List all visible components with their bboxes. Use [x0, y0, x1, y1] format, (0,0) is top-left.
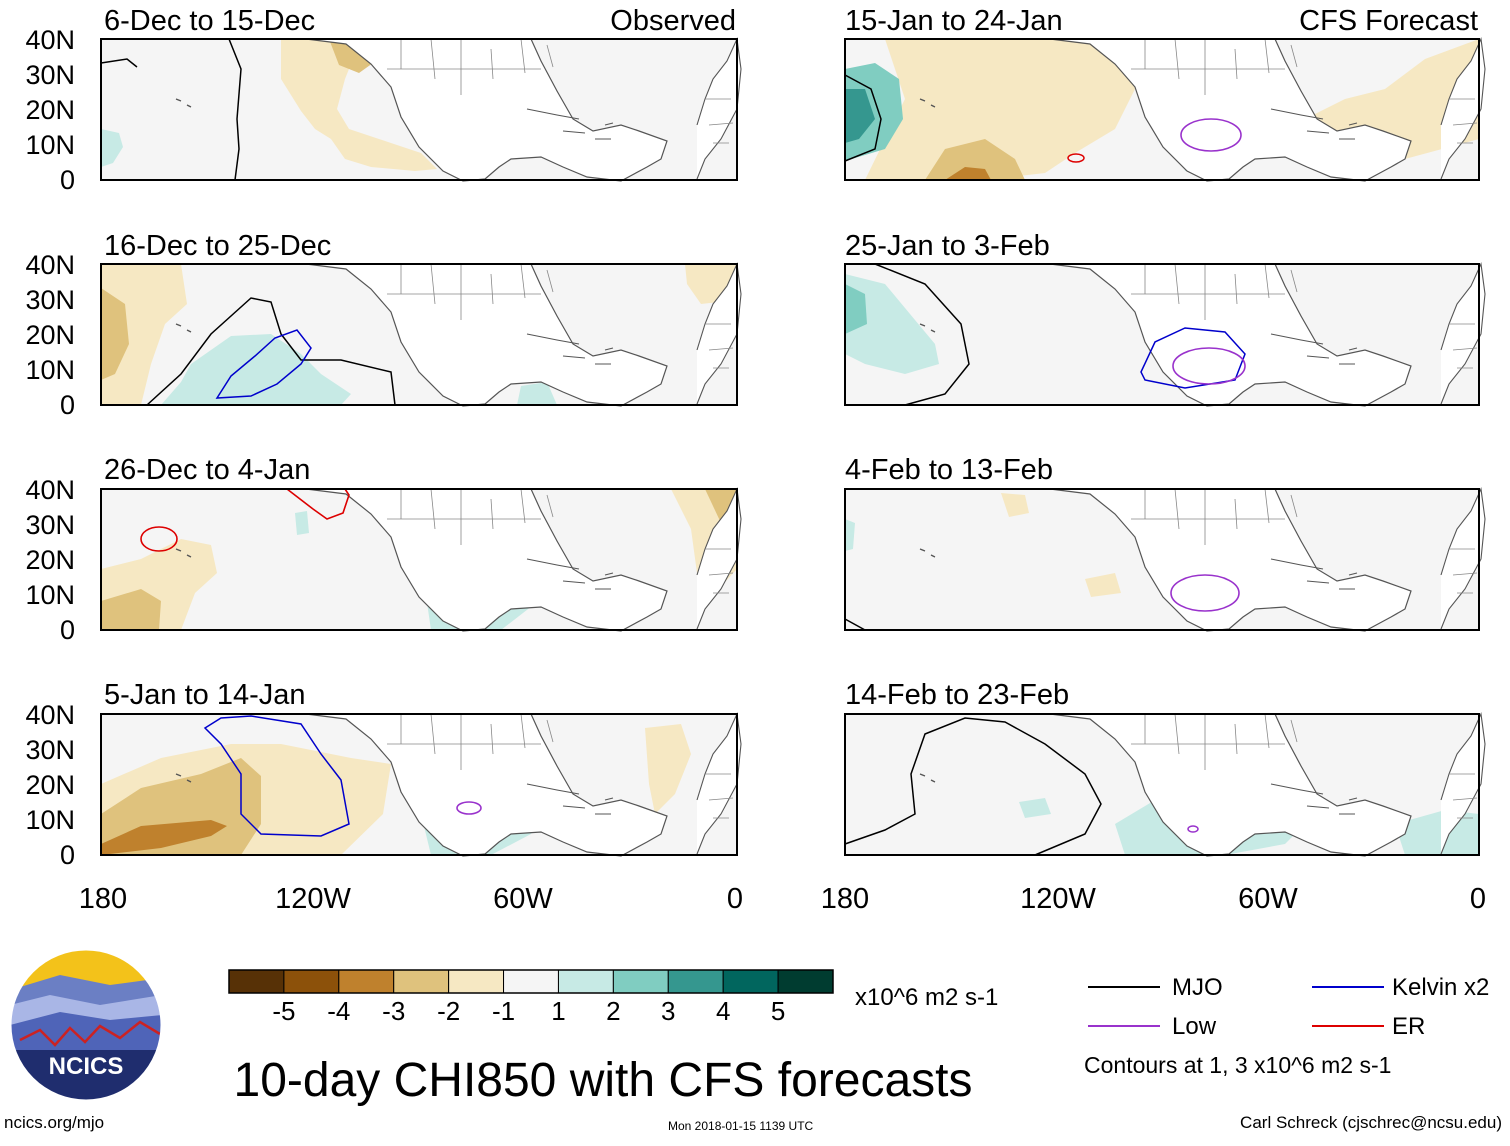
- colorbar-cell: [667, 969, 724, 994]
- colorbar-tick-label: -4: [327, 996, 350, 1026]
- colorbar-tick-label: 1: [551, 996, 565, 1026]
- panel-left-2-period: 16-Dec to 25-Dec: [104, 230, 331, 262]
- legend-label-er: ER: [1392, 1013, 1425, 1040]
- colorbar-cell: [612, 969, 669, 994]
- y-tick-label: 10N: [25, 130, 75, 160]
- colorbar-cell: [503, 969, 559, 994]
- colorbar-tick-label: -2: [437, 996, 460, 1026]
- y-tick-label: 20N: [25, 320, 75, 350]
- x-tick-label: 60W: [493, 883, 553, 915]
- y-tick-label: 40N: [25, 475, 75, 505]
- legend-label-low: Low: [1172, 1013, 1217, 1040]
- colorbar-tick-label: -5: [272, 996, 295, 1026]
- panel-right-1: 15-Jan to 24-Jan CFS Forecast: [844, 5, 1486, 182]
- panel-right-4-period: 14-Feb to 23-Feb: [845, 679, 1069, 711]
- y-tick-label: 0: [60, 615, 75, 645]
- panel-left-3: 26-Dec to 4-Jan: [100, 454, 742, 632]
- y-tick-label: 0: [60, 165, 75, 195]
- panel-left-2: 16-Dec to 25-Dec: [100, 230, 742, 407]
- y-tick-label: 30N: [25, 510, 75, 540]
- x-tick-label: 180: [79, 883, 127, 915]
- y-tick-label: 40N: [25, 700, 75, 730]
- colorbar-cell: [722, 969, 779, 994]
- colorbar-tick-label: -3: [382, 996, 405, 1026]
- legend: MJO Kelvin x2 Low ER Contours at 1, 3 x1…: [1084, 974, 1489, 1078]
- footer-author: Carl Schreck (cjschrec@ncsu.edu): [1240, 1113, 1502, 1132]
- x-tick-label: 0: [1470, 883, 1486, 915]
- y-tick-label: 30N: [25, 60, 75, 90]
- ncics-logo: NCICS: [10, 949, 162, 1101]
- colorbar-units: x10^6 m2 s-1: [855, 984, 998, 1011]
- panel-left-4: 5-Jan to 14-Jan: [100, 679, 742, 857]
- panel-left-1-period: 6-Dec to 15-Dec: [104, 5, 315, 37]
- colorbar-cell: [393, 969, 450, 994]
- observed-label: Observed: [610, 5, 736, 37]
- y-tick-label: 10N: [25, 580, 75, 610]
- colorbar-tick-label: 5: [771, 996, 785, 1026]
- colorbar: -5 -4 -3 -2 -1 1 2 3 4 5 x10^6 m2 s-1: [228, 969, 998, 1026]
- forecast-label: CFS Forecast: [1299, 5, 1478, 37]
- colorbar-cell: [448, 969, 505, 994]
- footer-timestamp: Mon 2018-01-15 1139 UTC: [668, 1119, 814, 1133]
- panel-right-3-period: 4-Feb to 13-Feb: [845, 454, 1053, 486]
- x-tick-label: 60W: [1238, 883, 1298, 915]
- panel-left-3-period: 26-Dec to 4-Jan: [104, 454, 310, 486]
- y-tick-label: 10N: [25, 355, 75, 385]
- figure-title: 10-day CHI850 with CFS forecasts: [234, 1054, 973, 1107]
- y-tick-label: 30N: [25, 735, 75, 765]
- y-tick-label: 0: [60, 390, 75, 420]
- colorbar-cell: [557, 969, 614, 994]
- colorbar-tick-label: 4: [716, 996, 730, 1026]
- panel-right-3: 4-Feb to 13-Feb: [844, 454, 1486, 632]
- colorbar-tick-label: 2: [606, 996, 620, 1026]
- x-tick-label: 120W: [1020, 883, 1096, 915]
- legend-label-mjo: MJO: [1172, 974, 1223, 1001]
- y-tick-label: 40N: [25, 25, 75, 55]
- colorbar-cell: [228, 969, 285, 994]
- colorbar-cell: [283, 969, 340, 994]
- panel-right-4: 14-Feb to 23-Feb: [844, 679, 1486, 857]
- x-axis-labels: 180 120W 60W 0 180 120W 60W 0: [79, 883, 1486, 915]
- y-tick-label: 20N: [25, 545, 75, 575]
- footer-url: ncics.org/mjo: [4, 1113, 105, 1132]
- x-tick-label: 180: [821, 883, 869, 915]
- y-tick-label: 20N: [25, 95, 75, 125]
- colorbar-cell: [777, 969, 834, 994]
- panel-right-2-period: 25-Jan to 3-Feb: [845, 230, 1050, 262]
- colorbar-tick-label: -1: [492, 996, 515, 1026]
- colorbar-cell: [338, 969, 395, 994]
- x-tick-label: 0: [727, 883, 743, 915]
- y-tick-label: 40N: [25, 250, 75, 280]
- panel-left-1: 6-Dec to 15-Dec Observed: [100, 5, 742, 182]
- panel-left-4-period: 5-Jan to 14-Jan: [104, 679, 306, 711]
- panel-right-1-period: 15-Jan to 24-Jan: [845, 5, 1063, 37]
- y-tick-label: 30N: [25, 285, 75, 315]
- x-tick-label: 120W: [275, 883, 351, 915]
- y-tick-label: 20N: [25, 770, 75, 800]
- y-tick-label: 0: [60, 840, 75, 870]
- legend-label-kelvin: Kelvin x2: [1392, 974, 1489, 1001]
- contour-note: Contours at 1, 3 x10^6 m2 s-1: [1084, 1052, 1391, 1078]
- colorbar-tick-label: 3: [661, 996, 675, 1026]
- panel-right-2: 25-Jan to 3-Feb: [844, 230, 1486, 407]
- y-axis-labels: 40N 30N 20N 10N 0 40N 30N 20N 10N 0 40N …: [25, 25, 75, 870]
- logo-text: NCICS: [49, 1053, 124, 1080]
- y-tick-label: 10N: [25, 805, 75, 835]
